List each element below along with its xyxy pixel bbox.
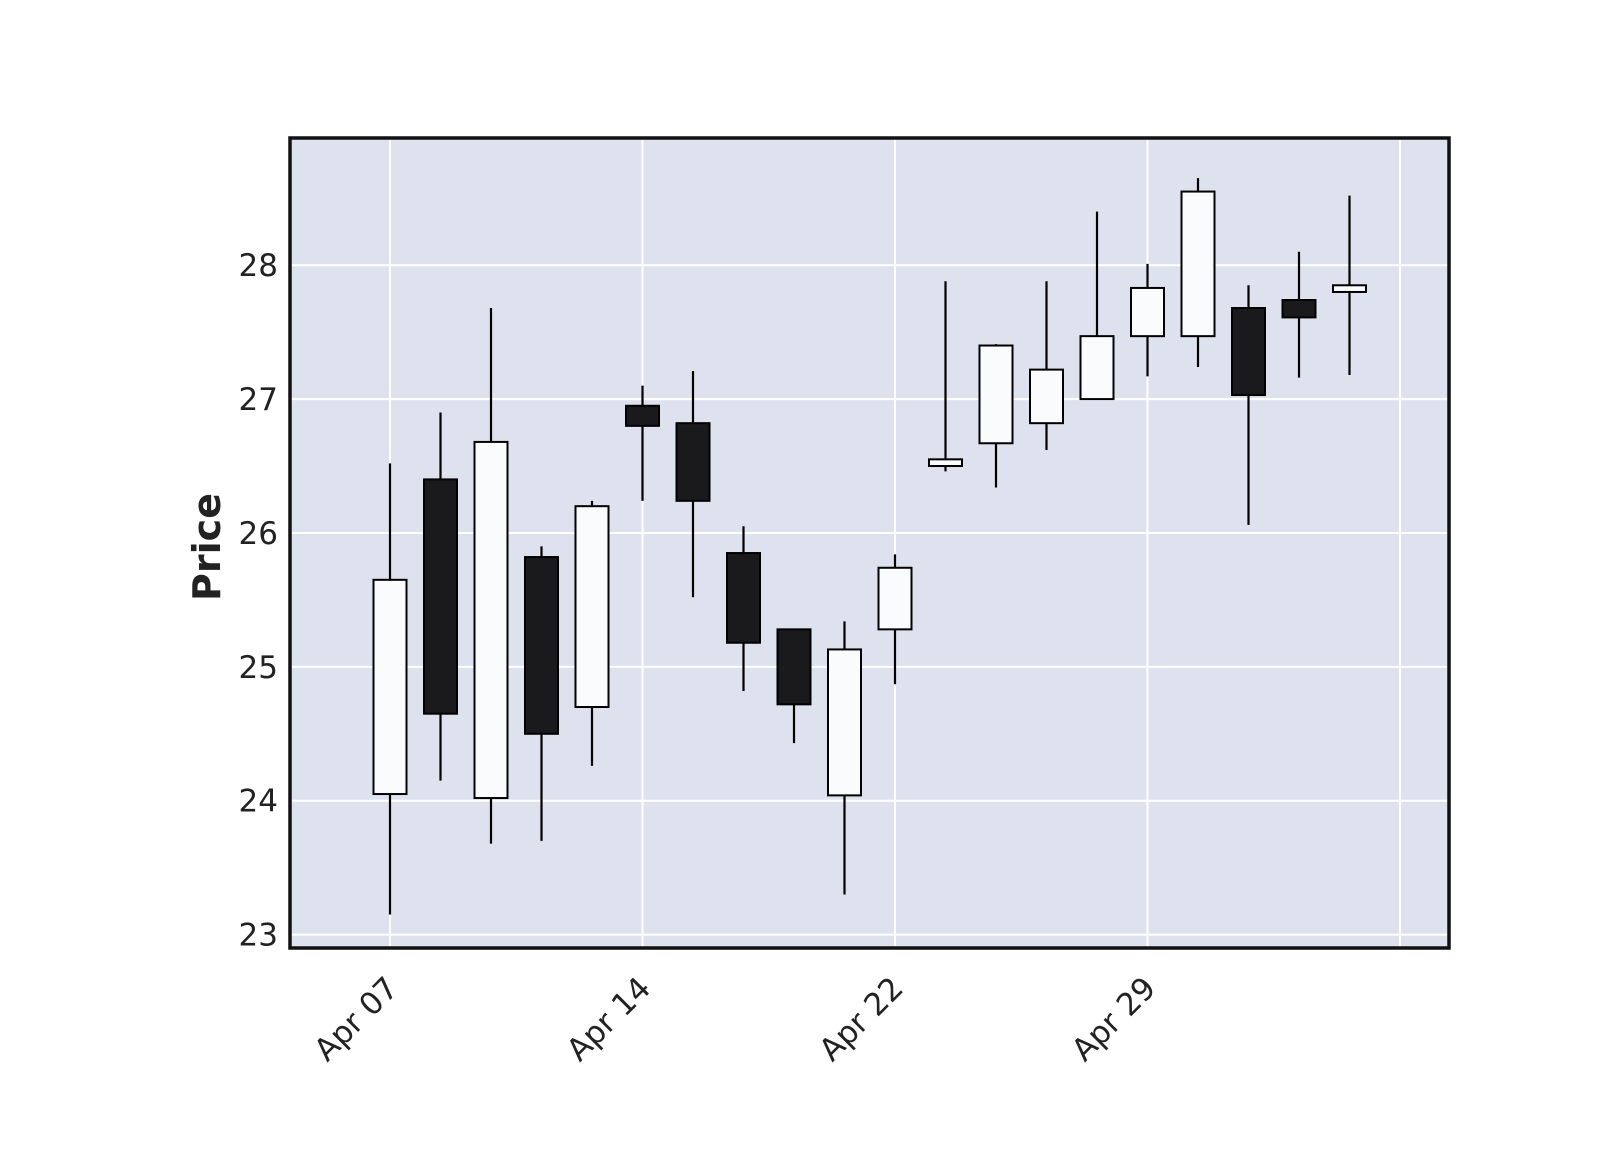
- x-tick-label: Apr 22: [812, 970, 910, 1068]
- plot-frame: [288, 136, 1451, 950]
- candle: [1130, 263, 1165, 377]
- candle-body: [675, 422, 711, 502]
- candle-body: [372, 578, 408, 796]
- candle-body: [524, 556, 559, 735]
- candle-body: [776, 628, 812, 706]
- candle-body: [1029, 368, 1064, 425]
- candle: [1029, 281, 1064, 450]
- x-axis-ticks: Apr 07 Apr 14 Apr 22 Apr 29: [307, 970, 1163, 1068]
- candle: [928, 281, 963, 472]
- candle: [726, 526, 761, 691]
- candle: [473, 308, 509, 844]
- candle-body: [1231, 307, 1266, 397]
- x-tick-label: Apr 07: [307, 970, 405, 1068]
- y-tick-label: 24: [239, 784, 278, 820]
- candle: [827, 621, 862, 895]
- plot-background: [290, 138, 1449, 948]
- x-tick-label: Apr 29: [1065, 970, 1163, 1068]
- y-tick-label: 27: [239, 382, 278, 418]
- candle: [1231, 285, 1266, 525]
- y-axis-ticks: 23 24 25 26 27 28: [239, 248, 278, 953]
- y-axis-title: Price: [185, 493, 229, 601]
- candle: [574, 500, 610, 766]
- candle-body: [1281, 299, 1317, 319]
- x-tick-label: Apr 14: [560, 970, 658, 1068]
- y-tick-label: 26: [239, 516, 278, 552]
- candle-body: [928, 458, 963, 468]
- candle: [1079, 211, 1115, 401]
- y-tick-label: 28: [239, 248, 278, 284]
- candle-body: [827, 648, 862, 797]
- candle-body: [1130, 286, 1165, 338]
- candle: [524, 546, 559, 841]
- y-tick-label: 23: [239, 918, 278, 954]
- candle-body: [1180, 190, 1216, 338]
- candle: [1281, 251, 1317, 378]
- candle-body: [423, 478, 458, 715]
- candle-body: [978, 344, 1014, 445]
- candle-body: [574, 505, 610, 709]
- candle: [1180, 178, 1216, 367]
- candles: [372, 178, 1367, 915]
- candle-body: [726, 552, 761, 644]
- candle: [372, 463, 408, 915]
- candle: [1332, 195, 1367, 375]
- candle-body: [1332, 284, 1367, 293]
- candle: [978, 344, 1014, 488]
- y-tick-label: 25: [239, 650, 278, 686]
- candle: [625, 385, 660, 501]
- candle: [675, 370, 711, 598]
- candle-body: [473, 440, 509, 800]
- candle-body: [877, 566, 913, 631]
- candle-body: [1079, 335, 1115, 401]
- candle: [776, 628, 812, 744]
- candle: [423, 412, 458, 781]
- candle: [877, 554, 913, 685]
- candle-body: [625, 404, 660, 427]
